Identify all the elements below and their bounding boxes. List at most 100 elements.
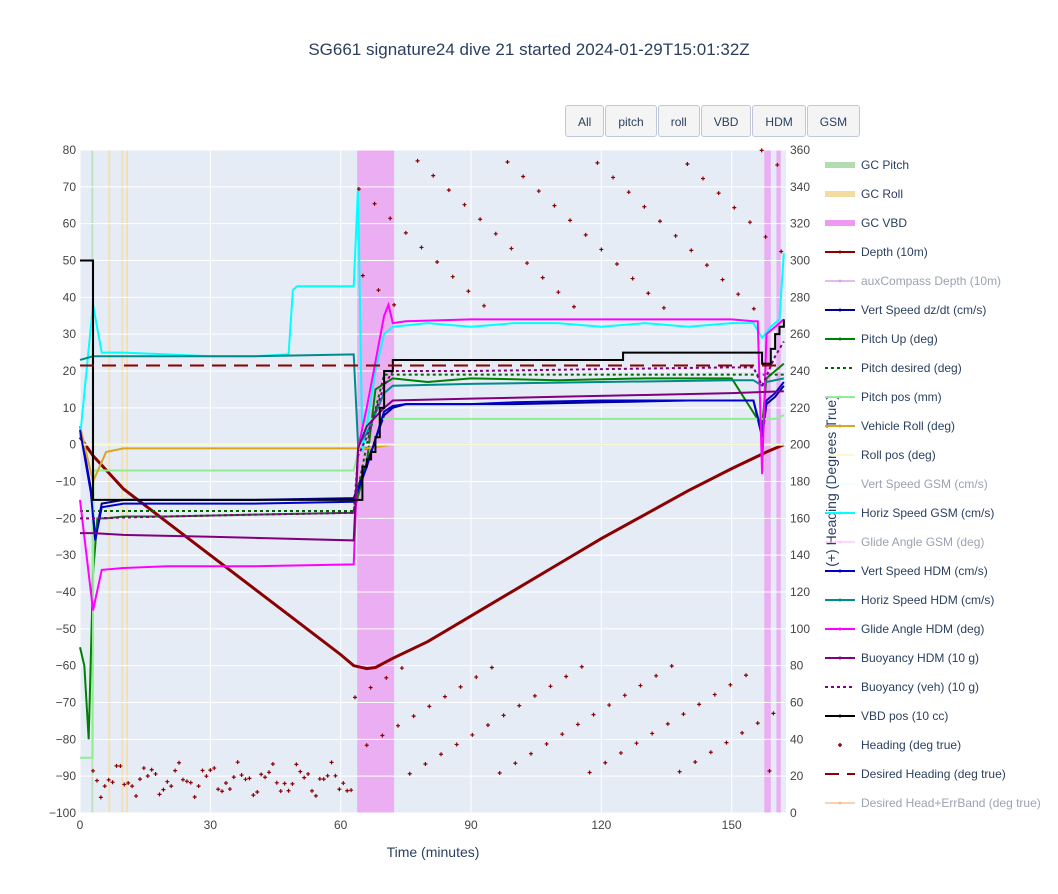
legend-item-buoyancy-hdm-10-g[interactable]: Buoyancy HDM (10 g) bbox=[825, 643, 1055, 672]
heading-marker bbox=[329, 760, 334, 765]
legend-symbol bbox=[825, 714, 855, 717]
legend-item-horiz-speed-gsm-cm-s[interactable]: Horiz Speed GSM (cm/s) bbox=[825, 498, 1055, 527]
heading-marker bbox=[442, 694, 447, 699]
heading-marker bbox=[720, 277, 725, 282]
legend-item-desired-heading-deg-true[interactable]: Desired Heading (deg true) bbox=[825, 759, 1055, 788]
legend-item-depth-10m[interactable]: Depth (10m) bbox=[825, 237, 1055, 266]
heading-marker bbox=[614, 261, 619, 266]
y2-tick-label: 120 bbox=[790, 585, 810, 599]
legend-item-pitch-desired-deg[interactable]: Pitch desired (deg) bbox=[825, 353, 1055, 382]
y-tick-label: −40 bbox=[56, 585, 77, 599]
legend-item-buoyancy-veh-10-g[interactable]: Buoyancy (veh) (10 g) bbox=[825, 672, 1055, 701]
y-tick-label: −20 bbox=[56, 511, 77, 525]
heading-marker bbox=[497, 771, 502, 776]
gsm-button[interactable]: GSM bbox=[806, 105, 861, 137]
legend-label: Glide Angle GSM (deg) bbox=[861, 534, 985, 549]
legend-item-auxcompass-depth-10m[interactable]: auxCompass Depth (10m) bbox=[825, 266, 1055, 295]
heading-marker bbox=[149, 767, 154, 772]
heading-marker bbox=[603, 760, 608, 765]
legend-item-vert-speed-dz-dt-cm-s[interactable]: Vert Speed dz/dt (cm/s) bbox=[825, 295, 1055, 324]
legend-item-pitch-pos-mm[interactable]: Pitch pos (mm) bbox=[825, 382, 1055, 411]
heading-marker bbox=[704, 263, 709, 268]
heading-marker bbox=[485, 723, 490, 728]
heading-marker bbox=[298, 769, 303, 774]
legend-item-gc-pitch[interactable]: GC Pitch bbox=[825, 150, 1055, 179]
heading-marker bbox=[528, 751, 533, 756]
legend-symbol bbox=[825, 511, 855, 514]
heading-marker bbox=[94, 778, 99, 783]
legend-symbol bbox=[825, 250, 855, 253]
legend-label: Depth (10m) bbox=[861, 244, 928, 259]
heading-marker bbox=[439, 752, 444, 757]
hdm-button[interactable]: HDM bbox=[752, 105, 806, 137]
y-tick-label: −30 bbox=[56, 548, 77, 562]
y2-tick-label: 200 bbox=[790, 438, 810, 452]
y-tick-label: 60 bbox=[63, 217, 77, 231]
heading-marker bbox=[630, 276, 635, 281]
heading-marker bbox=[556, 290, 561, 295]
heading-marker bbox=[325, 773, 330, 778]
heading-marker bbox=[747, 220, 752, 225]
heading-marker bbox=[313, 793, 318, 798]
legend-item-pitch-up-deg[interactable]: Pitch Up (deg) bbox=[825, 324, 1055, 353]
x-tick-label: 0 bbox=[77, 818, 84, 832]
all-button[interactable]: All bbox=[565, 105, 605, 137]
heading-marker bbox=[302, 775, 307, 780]
heading-marker bbox=[145, 773, 150, 778]
legend-label: Vert Speed dz/dt (cm/s) bbox=[861, 302, 987, 317]
legend-item-vert-speed-hdm-cm-s[interactable]: Vert Speed HDM (cm/s) bbox=[825, 556, 1055, 585]
heading-marker bbox=[470, 732, 475, 737]
heading-marker bbox=[173, 768, 178, 773]
heading-deg-true-series bbox=[91, 148, 784, 800]
legend-label: auxCompass Depth (10m) bbox=[861, 273, 1002, 288]
heading-marker bbox=[763, 234, 768, 239]
legend-label: Pitch Up (deg) bbox=[861, 331, 938, 346]
heading-marker bbox=[446, 188, 451, 193]
legend-item-gc-roll[interactable]: GC Roll bbox=[825, 179, 1055, 208]
legend-symbol bbox=[825, 453, 855, 456]
heading-marker bbox=[626, 190, 631, 195]
legend-item-gc-vbd[interactable]: GC VBD bbox=[825, 208, 1055, 237]
legend-label: VBD pos (10 cc) bbox=[861, 708, 949, 723]
heading-marker bbox=[110, 780, 115, 785]
x-tick-label: 150 bbox=[722, 818, 742, 832]
legend-label: Vehicle Roll (deg) bbox=[861, 418, 956, 433]
legend-symbol bbox=[825, 424, 855, 427]
heading-marker bbox=[333, 773, 338, 778]
legend-item-vbd-pos-10-cc[interactable]: VBD pos (10 cc) bbox=[825, 701, 1055, 730]
heading-marker bbox=[532, 693, 537, 698]
legend-item-glide-angle-hdm-deg[interactable]: Glide Angle HDM (deg) bbox=[825, 614, 1055, 643]
heading-marker bbox=[200, 768, 205, 773]
heading-marker bbox=[306, 771, 311, 776]
vbd-button[interactable]: VBD bbox=[700, 105, 752, 137]
heading-marker bbox=[137, 777, 142, 782]
heading-marker bbox=[708, 750, 713, 755]
heading-marker bbox=[274, 780, 279, 785]
y-tick-label: −90 bbox=[56, 769, 77, 783]
heading-marker bbox=[353, 695, 358, 700]
heading-marker bbox=[767, 769, 772, 774]
legend-item-roll-pos-deg[interactable]: Roll pos (deg) bbox=[825, 440, 1055, 469]
heading-marker bbox=[122, 782, 127, 787]
heading-marker bbox=[560, 732, 565, 737]
heading-marker bbox=[478, 217, 483, 222]
pitch-button[interactable]: pitch bbox=[605, 105, 657, 137]
heading-marker bbox=[118, 764, 123, 769]
heading-marker bbox=[482, 303, 487, 308]
heading-marker bbox=[665, 721, 670, 726]
legend-item-desired-head-errband-deg-true[interactable]: Desired Head+ErrBand (deg true) bbox=[825, 788, 1055, 817]
legend-item-vert-speed-gsm-cm-s[interactable]: Vert Speed GSM (cm/s) bbox=[825, 469, 1055, 498]
y2-tick-label: 220 bbox=[790, 401, 810, 415]
legend-item-horiz-speed-hdm-cm-s[interactable]: Horiz Speed HDM (cm/s) bbox=[825, 585, 1055, 614]
legend-item-vehicle-roll-deg[interactable]: Vehicle Roll (deg) bbox=[825, 411, 1055, 440]
heading-marker bbox=[282, 781, 287, 786]
legend-label: Buoyancy (veh) (10 g) bbox=[861, 679, 980, 694]
roll-button[interactable]: roll bbox=[657, 105, 700, 137]
heading-marker bbox=[650, 731, 655, 736]
y2-tick-label: 280 bbox=[790, 290, 810, 304]
legend-item-glide-angle-gsm-deg[interactable]: Glide Angle GSM (deg) bbox=[825, 527, 1055, 556]
heading-marker bbox=[521, 174, 526, 179]
legend-item-heading-deg-true[interactable]: Heading (deg true) bbox=[825, 730, 1055, 759]
heading-marker bbox=[525, 261, 530, 266]
